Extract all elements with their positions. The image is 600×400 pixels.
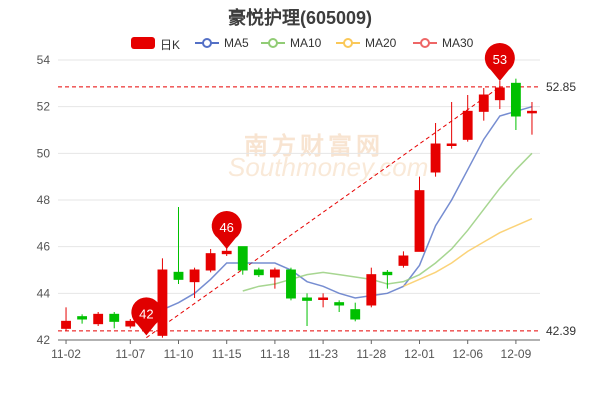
candle-body bbox=[318, 297, 329, 300]
price-marker-label: 53 bbox=[493, 52, 507, 67]
y-tick-label: 46 bbox=[37, 240, 51, 254]
x-tick-label: 11-18 bbox=[260, 347, 290, 361]
y-tick-label: 44 bbox=[37, 286, 51, 300]
price-marker-label: 46 bbox=[219, 220, 233, 235]
legend-label: 日K bbox=[160, 38, 181, 52]
ref-line-label: 42.39 bbox=[546, 324, 576, 338]
candle-body bbox=[398, 255, 409, 266]
ref-line-label: 52.85 bbox=[546, 80, 576, 94]
legend: 日K MA5 MA10 MA20 MA30 bbox=[0, 34, 600, 52]
candle-body bbox=[510, 82, 521, 117]
candle-body bbox=[125, 320, 136, 327]
x-tick-label: 11-28 bbox=[356, 347, 386, 361]
candle-body bbox=[157, 269, 168, 336]
x-tick-label: 11-23 bbox=[308, 347, 338, 361]
candle-body bbox=[430, 143, 441, 173]
y-tick-label: 52 bbox=[37, 100, 51, 114]
x-tick-label: 11-10 bbox=[164, 347, 194, 361]
price-marker-pin bbox=[131, 297, 162, 336]
legend-swatch-icon bbox=[131, 37, 155, 49]
candle-body bbox=[334, 302, 345, 306]
candle-body bbox=[237, 246, 248, 271]
candle-body bbox=[61, 320, 71, 329]
candle-body bbox=[173, 271, 184, 280]
legend-swatch-icon bbox=[336, 38, 360, 48]
candle-body bbox=[269, 269, 280, 278]
candle-body bbox=[366, 274, 377, 306]
x-tick-label: 12-06 bbox=[452, 347, 483, 361]
candle-body bbox=[462, 110, 473, 140]
candle-body bbox=[350, 309, 361, 320]
legend-swatch-icon bbox=[413, 38, 437, 48]
candle-body bbox=[205, 253, 216, 271]
legend-label: MA5 bbox=[224, 36, 249, 50]
candle-body bbox=[189, 269, 200, 283]
watermark-en: Southmoney.com bbox=[228, 152, 429, 182]
candle-body bbox=[414, 190, 425, 252]
watermark-cn: 南方财富网 bbox=[244, 133, 384, 160]
price-marker-pin bbox=[211, 211, 242, 249]
x-tick-label: 11-15 bbox=[212, 347, 242, 361]
ma-line-ma20 bbox=[403, 217, 533, 288]
candle-body bbox=[527, 110, 537, 114]
y-tick-label: 48 bbox=[37, 193, 51, 207]
y-tick-label: 42 bbox=[37, 333, 51, 347]
watermark: 南方财富网 Southmoney.com bbox=[200, 120, 428, 190]
ma-line-ma5 bbox=[162, 105, 533, 311]
candle-body bbox=[93, 313, 104, 325]
y-tick-label: 54 bbox=[37, 53, 51, 67]
chart-title: 豪悦护理(605009) bbox=[227, 8, 373, 28]
candle-body bbox=[286, 269, 296, 299]
y-tick-label: 50 bbox=[37, 146, 51, 160]
legend-label: MA30 bbox=[442, 36, 474, 50]
candle-body bbox=[221, 250, 232, 255]
candle-body bbox=[494, 87, 505, 101]
legend-label: MA20 bbox=[365, 36, 397, 50]
legend-swatch-icon bbox=[195, 38, 219, 48]
candle-body bbox=[109, 313, 120, 322]
price-marker-label: 42 bbox=[139, 306, 153, 321]
candle-body bbox=[478, 94, 489, 112]
candle-body bbox=[77, 316, 88, 320]
legend-label: MA10 bbox=[290, 36, 322, 50]
candle-body bbox=[302, 297, 312, 301]
x-tick-label: 11-02 bbox=[51, 347, 81, 361]
trend-line bbox=[146, 86, 501, 339]
x-tick-label: 12-09 bbox=[501, 347, 532, 361]
candle-body bbox=[446, 143, 457, 146]
legend-swatch-icon bbox=[261, 38, 285, 48]
candle-body bbox=[253, 269, 264, 276]
candle-body bbox=[382, 271, 393, 276]
x-tick-label: 12-01 bbox=[404, 347, 435, 361]
price-marker-pin bbox=[484, 43, 515, 81]
x-tick-label: 11-07 bbox=[115, 347, 145, 361]
